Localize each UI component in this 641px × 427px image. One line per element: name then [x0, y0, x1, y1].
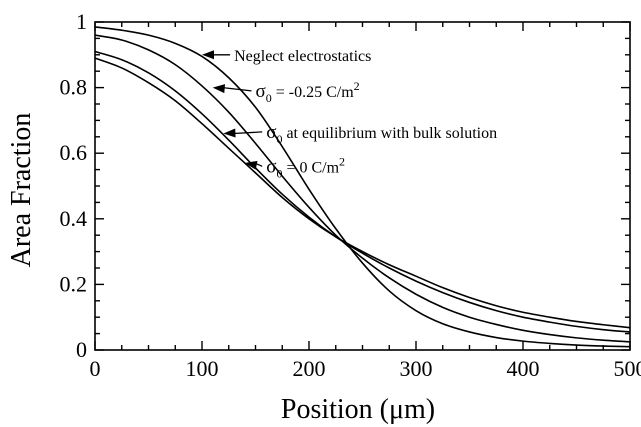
x-tick-label: 200: [293, 356, 326, 381]
annotation-text: = 0 C/m: [282, 159, 339, 176]
unit-superscript: 2: [354, 79, 360, 93]
y-tick-label: 0.8: [60, 75, 88, 100]
annotation-arrow-line: [222, 86, 252, 92]
x-axis-title: Position (μm): [281, 394, 435, 425]
annotation-label: σ0 = -0.25 C/m2: [256, 79, 360, 105]
x-tick-label: 400: [507, 356, 540, 381]
annotation-arrowhead: [212, 84, 226, 94]
unit-superscript: 2: [339, 154, 345, 168]
x-tick-label: 100: [186, 356, 219, 381]
sigma-subscript: 0: [266, 91, 272, 105]
axis-ticks: [94, 21, 631, 351]
series-line-1: [94, 34, 631, 343]
sigma-subscript: 0: [276, 166, 282, 180]
annotation-text: at equilibrium with bulk solution: [282, 125, 497, 142]
annotation-2: σ0 at equilibrium with bulk solution: [223, 122, 497, 146]
series-curves: [94, 26, 631, 348]
sigma-subscript: 0: [276, 132, 282, 146]
y-tick-label: 0.2: [60, 271, 88, 296]
x-tick-label: 0: [90, 356, 101, 381]
series-line-0: [94, 26, 631, 348]
series-line-3: [94, 57, 631, 329]
annotation-label: σ0 = 0 C/m2: [266, 154, 345, 180]
annotation-0: Neglect electrostatics: [202, 48, 371, 65]
annotation-3: σ0 = 0 C/m2: [244, 154, 345, 180]
x-tick-label: 300: [400, 356, 433, 381]
y-tick-label: 0: [76, 337, 87, 362]
plot-area-border: [94, 21, 631, 351]
sigma-symbol: σ: [266, 156, 276, 177]
annotation-text: = -0.25 C/m: [272, 84, 354, 101]
annotation-arrowhead: [202, 50, 214, 60]
annotation-1: σ0 = -0.25 C/m2: [212, 79, 360, 105]
annotation-label: σ0 at equilibrium with bulk solution: [266, 122, 497, 146]
y-axis-title: Area Fraction: [6, 113, 37, 268]
sigma-symbol: σ: [266, 122, 276, 143]
sigma-symbol: σ: [256, 81, 266, 102]
series-line-2: [94, 50, 631, 333]
y-tick-label: 0.6: [60, 140, 88, 165]
annotation-label: Neglect electrostatics: [234, 48, 371, 65]
plot-frame: [94, 21, 631, 351]
y-tick-label: 1: [76, 9, 87, 34]
annotation-arrowhead: [244, 160, 258, 170]
y-tick-label: 0.4: [60, 206, 88, 231]
x-tick-label: 500: [614, 356, 641, 381]
annotation-arrow-line: [233, 131, 263, 135]
annotation-arrowhead: [223, 128, 236, 138]
